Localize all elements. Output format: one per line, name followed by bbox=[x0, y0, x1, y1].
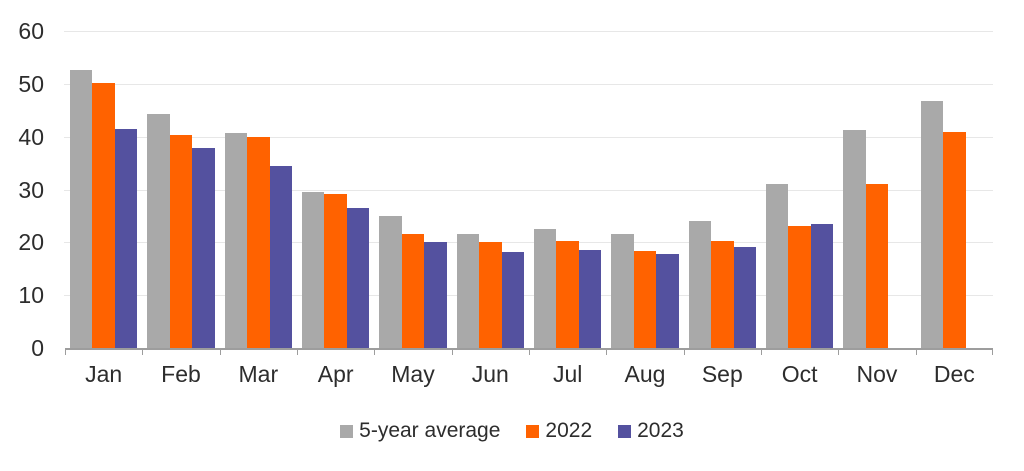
bar bbox=[192, 148, 215, 348]
gridline bbox=[64, 83, 993, 85]
y-tick-label: 40 bbox=[18, 123, 44, 150]
bar bbox=[247, 136, 270, 348]
bar bbox=[656, 253, 679, 348]
bar bbox=[424, 241, 447, 348]
x-tick-label: Aug bbox=[624, 361, 666, 387]
bar bbox=[479, 242, 502, 348]
bar bbox=[688, 221, 712, 348]
bar-group bbox=[916, 31, 993, 348]
legend-swatch-icon bbox=[340, 424, 354, 438]
bar-group bbox=[452, 31, 529, 348]
bar bbox=[711, 240, 734, 348]
bar bbox=[69, 70, 93, 348]
legend-label: 5-year average bbox=[359, 419, 501, 442]
legend-label: 2022 bbox=[545, 419, 593, 442]
legend-item: 5-year average bbox=[340, 419, 500, 443]
x-tick-label: Jul bbox=[552, 361, 583, 387]
bar-group bbox=[374, 31, 451, 348]
bar-group bbox=[606, 31, 683, 348]
legend-swatch-icon bbox=[526, 424, 540, 438]
x-axis-tick bbox=[838, 348, 840, 355]
bar bbox=[788, 226, 811, 348]
x-axis-tick bbox=[761, 348, 762, 355]
bar bbox=[147, 114, 170, 348]
bar bbox=[765, 184, 789, 348]
x-axis-tick bbox=[451, 348, 453, 355]
y-tick-label: 10 bbox=[18, 282, 44, 309]
bar bbox=[943, 132, 966, 348]
y-tick-label: 0 bbox=[31, 335, 44, 361]
y-tick-label: 60 bbox=[18, 18, 44, 44]
bar-group bbox=[297, 31, 374, 348]
bar bbox=[556, 240, 579, 348]
gridline bbox=[64, 31, 993, 32]
gridline bbox=[64, 136, 993, 138]
legend: 5-year average 2022 2023 bbox=[0, 419, 1024, 443]
bar bbox=[533, 228, 557, 348]
x-axis-tick bbox=[374, 348, 376, 355]
x-axis-tick bbox=[529, 348, 530, 355]
x-tick-label: Dec bbox=[933, 361, 975, 387]
x-tick-label: Mar bbox=[238, 361, 279, 387]
bar bbox=[733, 247, 757, 348]
x-tick-label: Feb bbox=[161, 361, 201, 387]
bar bbox=[611, 234, 634, 348]
bar bbox=[346, 208, 370, 348]
x-tick-label: Nov bbox=[856, 361, 898, 387]
bar bbox=[865, 184, 889, 348]
bar bbox=[920, 100, 944, 348]
x-tick-label: Jun bbox=[471, 361, 509, 387]
bar bbox=[501, 252, 525, 348]
x-tick-label: Apr bbox=[317, 361, 354, 387]
x-tick-label: Oct bbox=[781, 361, 818, 387]
bar bbox=[114, 128, 138, 348]
bar bbox=[92, 82, 115, 348]
x-axis-tick bbox=[65, 348, 66, 355]
y-tick-label: 50 bbox=[18, 70, 44, 97]
x-axis-tick bbox=[992, 348, 993, 355]
bar-group bbox=[838, 31, 915, 348]
x-axis-tick bbox=[142, 348, 144, 355]
bar bbox=[379, 216, 402, 348]
gridline bbox=[64, 242, 993, 244]
gridline bbox=[64, 189, 993, 191]
legend-item: 2022 bbox=[526, 419, 592, 443]
plot-area bbox=[64, 31, 993, 355]
x-axis-tick bbox=[683, 348, 685, 355]
x-tick-label: May bbox=[391, 361, 435, 387]
bar bbox=[324, 194, 347, 348]
legend-swatch-icon bbox=[618, 424, 632, 438]
bar bbox=[401, 233, 425, 348]
bar bbox=[633, 251, 657, 348]
x-axis-tick bbox=[915, 348, 917, 355]
bar bbox=[301, 191, 325, 348]
y-tick-label: 30 bbox=[18, 176, 44, 203]
legend-label: 2023 bbox=[637, 419, 684, 442]
gridline bbox=[64, 295, 993, 297]
bar bbox=[578, 249, 602, 348]
x-axis-tick bbox=[297, 348, 298, 355]
bar bbox=[810, 223, 834, 348]
x-tick-label: Sep bbox=[701, 361, 743, 387]
bar-group bbox=[684, 31, 761, 348]
bar bbox=[224, 132, 248, 348]
x-tick-label: Jan bbox=[85, 361, 123, 387]
x-axis-tick bbox=[606, 348, 608, 355]
y-tick-label: 20 bbox=[18, 229, 44, 256]
x-axis-tick bbox=[219, 348, 221, 355]
bar bbox=[169, 134, 193, 348]
bar-group bbox=[220, 31, 297, 348]
bar-group bbox=[65, 31, 142, 348]
bar bbox=[843, 129, 866, 348]
bar bbox=[456, 233, 480, 348]
bar bbox=[269, 166, 293, 348]
legend-item: 2023 bbox=[618, 419, 684, 443]
bar-group bbox=[529, 31, 606, 348]
bar-group bbox=[761, 31, 838, 348]
bar-group bbox=[142, 31, 219, 348]
